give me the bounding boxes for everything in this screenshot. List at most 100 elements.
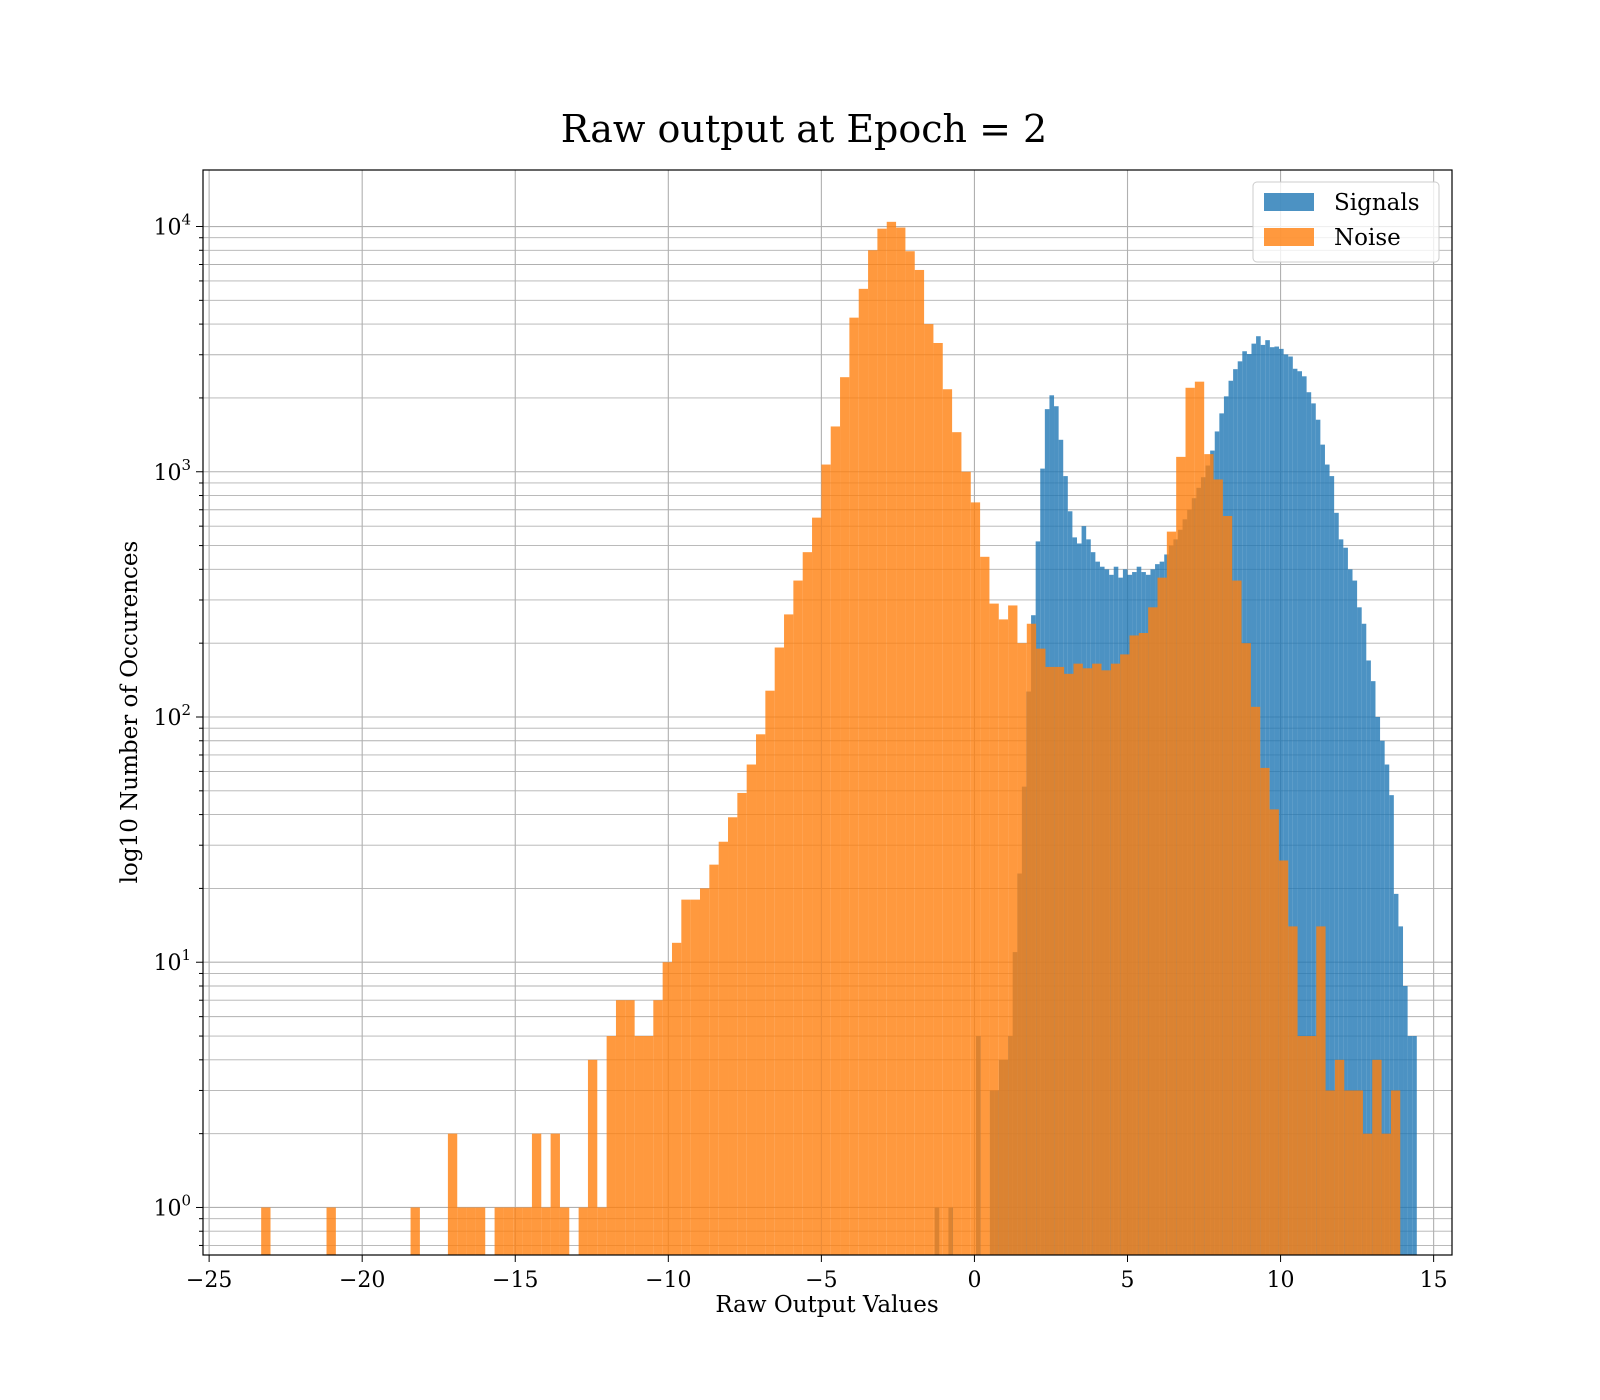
bar-noise (774, 647, 785, 1255)
x-tick-label: −25 (186, 1268, 232, 1293)
bar-noise (784, 614, 794, 1255)
bar-signals (1347, 569, 1353, 1255)
bar-noise (1222, 516, 1233, 1255)
bar-noise (531, 1133, 542, 1255)
bar-noise (1101, 670, 1111, 1255)
bar-noise (1082, 668, 1093, 1255)
bar-noise (261, 1207, 271, 1255)
x-tick-label: −20 (339, 1268, 385, 1293)
bar-noise (1110, 663, 1121, 1255)
bar-noise (447, 1133, 458, 1255)
bar-noise (1278, 860, 1289, 1255)
bar-noise (905, 251, 915, 1255)
x-tick-label: 10 (1267, 1268, 1295, 1293)
bar-noise (1064, 673, 1074, 1255)
axis-ticks: −25 −20 −15 −10 −5 0 5 10 15 100 101 102 103 104 (153, 211, 1447, 1293)
bar-noise (597, 1207, 607, 1255)
bar-signals (1306, 392, 1312, 1255)
bar-noise (961, 471, 971, 1255)
bar-noise (1204, 454, 1214, 1255)
x-tick-label: 0 (967, 1268, 981, 1293)
bar-signals (1412, 1036, 1417, 1255)
bar-signals (1338, 539, 1344, 1255)
bar-signals (1269, 347, 1275, 1255)
bar-noise (513, 1207, 523, 1255)
bar-noise (643, 1036, 654, 1255)
bar-noise (756, 734, 766, 1255)
bar-noise (709, 864, 719, 1255)
bar-noise (1344, 1090, 1354, 1255)
bar-noise (1017, 643, 1027, 1255)
bar-noise (466, 1207, 476, 1255)
bar-noise (914, 269, 925, 1255)
bar-noise (1316, 926, 1326, 1255)
bar-signals (1370, 681, 1376, 1255)
bar-noise (1269, 809, 1279, 1255)
bar-noise (840, 377, 850, 1255)
bar-noise (699, 888, 710, 1255)
bar-signals (1366, 660, 1371, 1255)
bar-noise (690, 899, 700, 1255)
bar-noise (1054, 666, 1065, 1255)
y-tick-label: 104 (153, 211, 191, 241)
bar-noise (1026, 623, 1037, 1255)
plot-frame (202, 169, 1453, 1256)
bar-noise (1353, 1090, 1363, 1255)
bar-signals (1283, 354, 1289, 1255)
legend-swatch-signals (1264, 193, 1314, 211)
bar-signals (1380, 740, 1385, 1255)
legend-label-noise: Noise (1334, 225, 1401, 251)
bar-noise (886, 221, 897, 1255)
y-tick-label: 100 (153, 1191, 191, 1221)
bar-signals (1320, 444, 1325, 1255)
bar-noise (1194, 381, 1205, 1255)
bar-signals (1329, 476, 1335, 1255)
bar-noise (681, 899, 691, 1255)
bar-noise (877, 228, 887, 1255)
bar-noise (1288, 926, 1298, 1255)
bar-noise (896, 227, 906, 1255)
bar-noise (1297, 1036, 1307, 1255)
x-tick-label: 5 (1121, 1268, 1135, 1293)
bar-noise (1045, 666, 1055, 1255)
x-axis-label: Raw Output Values (715, 1292, 938, 1318)
bar-signals (1324, 464, 1330, 1255)
bar-noise (989, 603, 999, 1255)
bar-noise (1138, 633, 1149, 1255)
bar-noise (1241, 643, 1251, 1255)
bar-noise (1148, 607, 1158, 1255)
bar-noise (1120, 654, 1130, 1255)
bar-noise (653, 1000, 663, 1255)
legend-label-signals: Signals (1334, 190, 1420, 216)
bar-noise (998, 619, 1009, 1255)
y-tick-label: 101 (153, 946, 191, 976)
bar-noise (1250, 706, 1261, 1255)
bar-signals (1357, 607, 1362, 1255)
bar-noise (1306, 1036, 1317, 1255)
bar-noise (625, 1000, 635, 1255)
bar-noise (550, 1133, 560, 1255)
legend-swatch-noise (1264, 228, 1314, 246)
x-tick-label: −5 (805, 1268, 837, 1293)
bar-noise (1008, 605, 1018, 1255)
bar-noise (942, 389, 953, 1255)
bar-signals (1389, 795, 1394, 1255)
bar-noise (1166, 531, 1177, 1255)
bar-noise (587, 1059, 598, 1255)
bar-noise (1092, 663, 1102, 1255)
bar-noise (606, 1036, 616, 1255)
bar-noise (737, 792, 747, 1255)
bar-noise (1129, 635, 1139, 1255)
bar-noise (1036, 648, 1046, 1255)
bar-noise (410, 1207, 420, 1255)
bar-noise (868, 250, 878, 1255)
x-tick-label: −15 (492, 1268, 538, 1293)
bar-noise (952, 432, 962, 1255)
bar-noise (522, 1207, 532, 1255)
bar-noise (541, 1207, 551, 1255)
y-tick-label: 102 (153, 701, 191, 731)
x-tick-label: 15 (1420, 1268, 1448, 1293)
bar-noise (1213, 479, 1223, 1256)
bar-signals (1288, 356, 1293, 1256)
bar-signals (1398, 926, 1404, 1255)
